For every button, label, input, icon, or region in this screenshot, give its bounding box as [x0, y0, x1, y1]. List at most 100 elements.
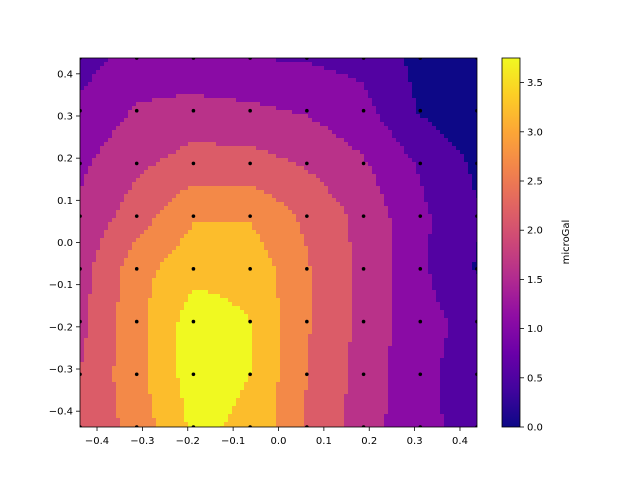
contour-cell [376, 190, 381, 195]
contour-cell [208, 162, 213, 167]
contour-cell [296, 182, 301, 187]
contour-cell [464, 118, 469, 123]
contour-cell [164, 62, 169, 67]
contour-cell [144, 142, 149, 147]
contour-cell [472, 198, 477, 203]
contour-cell [424, 242, 429, 247]
contour-cell [252, 158, 257, 163]
contour-cell [308, 138, 313, 143]
contour-cell [216, 222, 221, 227]
contour-cell [292, 86, 297, 91]
contour-cell [296, 234, 301, 239]
contour-cell [316, 134, 321, 139]
contour-cell [124, 238, 129, 243]
contour-cell [140, 178, 145, 183]
contour-cell [316, 154, 321, 159]
contour-cell [448, 122, 453, 127]
contour-cell [280, 226, 285, 231]
contour-cell [88, 130, 93, 135]
contour-cell [188, 150, 193, 155]
contour-cell [472, 58, 477, 63]
contour-cell [112, 214, 117, 219]
contour-cell [216, 218, 221, 223]
contour-cell [448, 74, 453, 79]
contour-cell [440, 142, 445, 147]
contour-cell [356, 162, 361, 167]
contour-cell [316, 106, 321, 111]
contour-cell [464, 166, 469, 171]
contour-cell [248, 66, 253, 71]
contour-cell [444, 246, 449, 251]
contour-cell [140, 154, 145, 159]
contour-cell [192, 78, 197, 83]
contour-cell [340, 122, 345, 127]
contour-cell [456, 226, 461, 231]
contour-cell [380, 222, 385, 227]
contour-cell [408, 98, 413, 103]
contour-cell [248, 198, 253, 203]
contour-cell [424, 190, 429, 195]
contour-cell [440, 70, 445, 75]
contour-cell [468, 78, 473, 83]
contour-cell [380, 146, 385, 151]
contour-cell [360, 122, 365, 127]
contour-cell [244, 210, 249, 215]
contour-cell [164, 242, 169, 247]
contour-cell [380, 170, 385, 175]
contour-cell [260, 166, 265, 171]
contour-cell [324, 102, 329, 107]
contour-cell [344, 130, 349, 135]
contour-cell [176, 186, 181, 191]
contour-cell [96, 106, 101, 111]
contour-cell [380, 82, 385, 87]
contour-cell [108, 142, 113, 147]
contour-cell [144, 190, 149, 195]
contour-cell [312, 166, 317, 171]
contour-cell [452, 118, 457, 123]
contour-cell [388, 86, 393, 91]
contour-cell [112, 106, 117, 111]
contour-cell [332, 62, 337, 67]
contour-cell [160, 106, 165, 111]
contour-cell [420, 202, 425, 207]
contour-cell [288, 106, 293, 111]
contour-cell [312, 230, 317, 235]
contour-cell [392, 102, 397, 107]
contour-cell [212, 182, 217, 187]
contour-cell [424, 122, 429, 127]
contour-cell [276, 74, 281, 79]
contour-cell [412, 58, 417, 63]
contour-cell [284, 102, 289, 107]
contour-cell [436, 90, 441, 95]
contour-cell [272, 198, 277, 203]
contour-cell [172, 122, 177, 127]
contour-cell [344, 194, 349, 199]
contour-cell [368, 226, 373, 231]
contour-cell [268, 222, 273, 227]
contour-cell [408, 234, 413, 239]
contour-cell [336, 194, 341, 199]
contour-cell [360, 182, 365, 187]
contour-cell [356, 94, 361, 99]
contour-cell [252, 230, 257, 235]
contour-cell [152, 78, 157, 83]
contour-cell [428, 226, 433, 231]
contour-cell [112, 142, 117, 147]
contour-cell [192, 70, 197, 75]
contour-cell [432, 166, 437, 171]
contour-cell [404, 194, 409, 199]
contour-cell [284, 62, 289, 67]
contour-cell [132, 62, 137, 67]
contour-cell [176, 126, 181, 131]
contour-cell [352, 186, 357, 191]
contour-cell [428, 102, 433, 107]
contour-cell [416, 246, 421, 251]
contour-cell [256, 178, 261, 183]
contour-cell [220, 106, 225, 111]
contour-cell [264, 118, 269, 123]
contour-cell [164, 230, 169, 235]
contour-cell [380, 122, 385, 127]
contour-cell [280, 254, 285, 259]
contour-cell [140, 62, 145, 67]
contour-cell [384, 94, 389, 99]
